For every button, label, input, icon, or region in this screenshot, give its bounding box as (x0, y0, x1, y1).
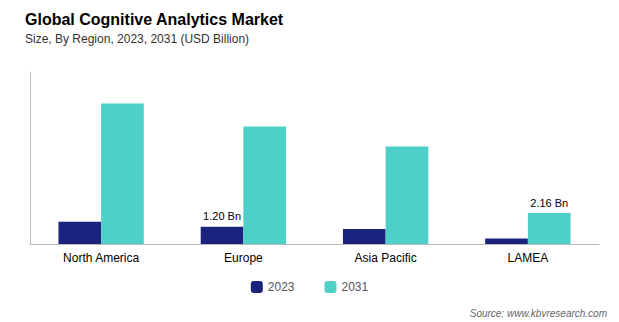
svg-text:Europe: Europe (224, 251, 263, 265)
svg-text:Global Cognitive Analytics Mar: Global Cognitive Analytics Market (25, 11, 284, 28)
svg-text:2.16 Bn: 2.16 Bn (530, 197, 568, 209)
svg-text:2023: 2023 (268, 280, 295, 294)
svg-text:North America: North America (63, 251, 139, 265)
svg-text:2031: 2031 (342, 280, 369, 294)
svg-text:Asia Pacific: Asia Pacific (355, 251, 417, 265)
svg-text:Source: www.kbvresearch.com: Source: www.kbvresearch.com (470, 308, 607, 319)
svg-text:LAMEA: LAMEA (508, 251, 549, 265)
svg-text:Size, By Region, 2023, 2031 (U: Size, By Region, 2023, 2031 (USD Billion… (25, 32, 249, 46)
svg-text:1.20 Bn: 1.20 Bn (203, 210, 241, 222)
